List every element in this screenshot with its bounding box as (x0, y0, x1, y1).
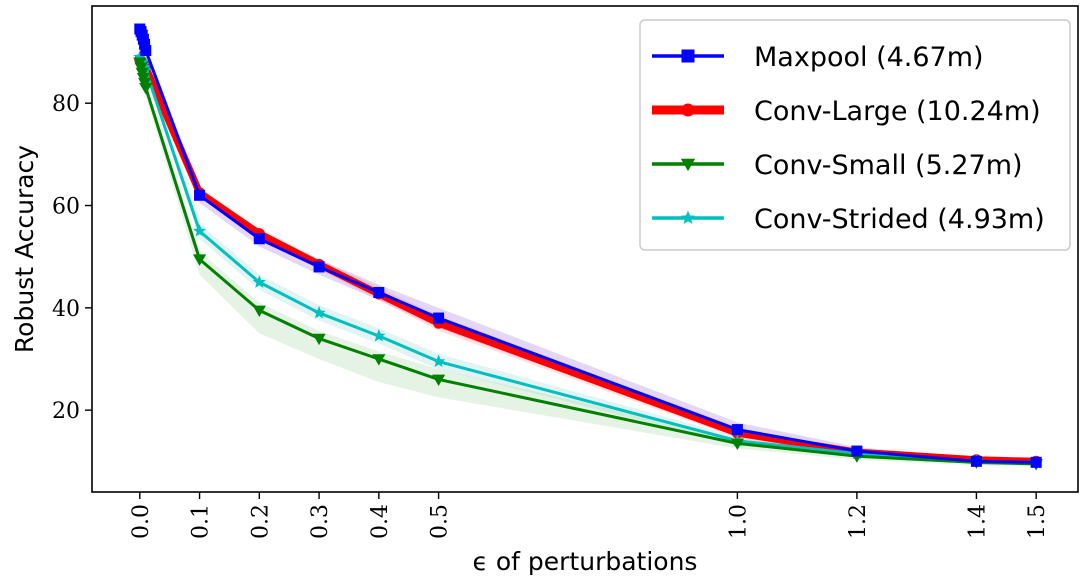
data-point-marker (730, 438, 744, 450)
data-point-marker (970, 455, 982, 467)
y-tick-label: 60 (52, 195, 80, 220)
x-tick-label: 1.4 (965, 504, 990, 539)
data-point-marker (681, 103, 695, 117)
data-point-marker (372, 329, 386, 342)
legend-label: Maxpool (4.67m) (754, 42, 984, 73)
data-point-marker (193, 224, 207, 237)
series-lines (133, 23, 1043, 471)
data-point-marker (140, 45, 152, 57)
x-tick-label: 0.5 (428, 504, 453, 539)
data-point-marker (312, 306, 326, 319)
legend-entry-conv-large-10-24m: Conv-Large (10.24m) (652, 96, 1041, 127)
data-point-marker (192, 254, 207, 266)
band-conv-large-10-24m (139, 54, 1037, 464)
data-point-marker (432, 354, 446, 368)
data-point-marker (1030, 456, 1042, 468)
data-point-marker (139, 38, 151, 50)
legend-box (639, 19, 1071, 251)
x-axis-ticks: 0.0 0.1 0.2 0.3 0.4 0.5 1.0 1.2 1.4 1.5 (129, 492, 1050, 539)
data-point-marker (731, 424, 743, 436)
data-point-marker (431, 374, 446, 387)
legend-label: Conv-Large (10.24m) (754, 96, 1041, 127)
x-tick-label: 0.4 (368, 504, 393, 539)
legend: Maxpool (4.67m) Conv-Large (10.24m) Conv-S… (639, 19, 1071, 251)
data-point-marker (680, 210, 696, 225)
y-tick-label: 80 (52, 92, 80, 117)
x-tick-label: 0.2 (248, 504, 273, 539)
legend-label: Conv-Strided (4.93m) (754, 204, 1045, 235)
plot-frame (91, 5, 1079, 493)
data-point-marker (372, 354, 386, 366)
data-point-marker (252, 275, 266, 288)
data-point-marker (252, 305, 266, 317)
series-maxpool-4-67m (134, 23, 1042, 468)
legend-entry-conv-small-5-27m: Conv-Small (5.27m) (652, 150, 1023, 181)
legend-label: Conv-Small (5.27m) (754, 150, 1023, 181)
x-tick-label: 0.0 (129, 504, 154, 539)
band-conv-small-5-27m (139, 57, 1037, 467)
y-axis-ticks: 20 40 60 80 (52, 92, 92, 424)
data-point-marker (139, 83, 153, 95)
legend-entries: Maxpool (4.67m) Conv-Large (10.24m) Conv-S… (652, 42, 1045, 235)
data-point-marker (680, 158, 696, 172)
x-tick-label: 1.0 (726, 504, 751, 539)
y-tick-label: 40 (52, 297, 80, 322)
y-axis-label: Robust Accuracy (10, 145, 39, 353)
x-tick-label: 0.3 (308, 504, 333, 539)
data-point-marker (681, 49, 695, 63)
data-point-marker (433, 312, 445, 324)
data-point-marker (253, 233, 265, 245)
x-tick-label: 1.5 (1025, 504, 1050, 539)
x-tick-label: 0.1 (189, 504, 214, 539)
y-tick-label: 20 (52, 399, 80, 424)
data-point-marker (313, 261, 325, 273)
x-tick-label: 1.2 (846, 504, 871, 539)
data-point-marker (851, 445, 863, 457)
data-point-marker (194, 189, 206, 201)
legend-entry-conv-strided-4-93m: Conv-Strided (4.93m) (652, 204, 1045, 235)
data-point-marker (373, 286, 385, 298)
data-point-marker (312, 333, 326, 346)
x-axis-label: ϵ of perturbations (473, 547, 698, 576)
legend-entry-maxpool-4-67m: Maxpool (4.67m) (652, 42, 984, 73)
